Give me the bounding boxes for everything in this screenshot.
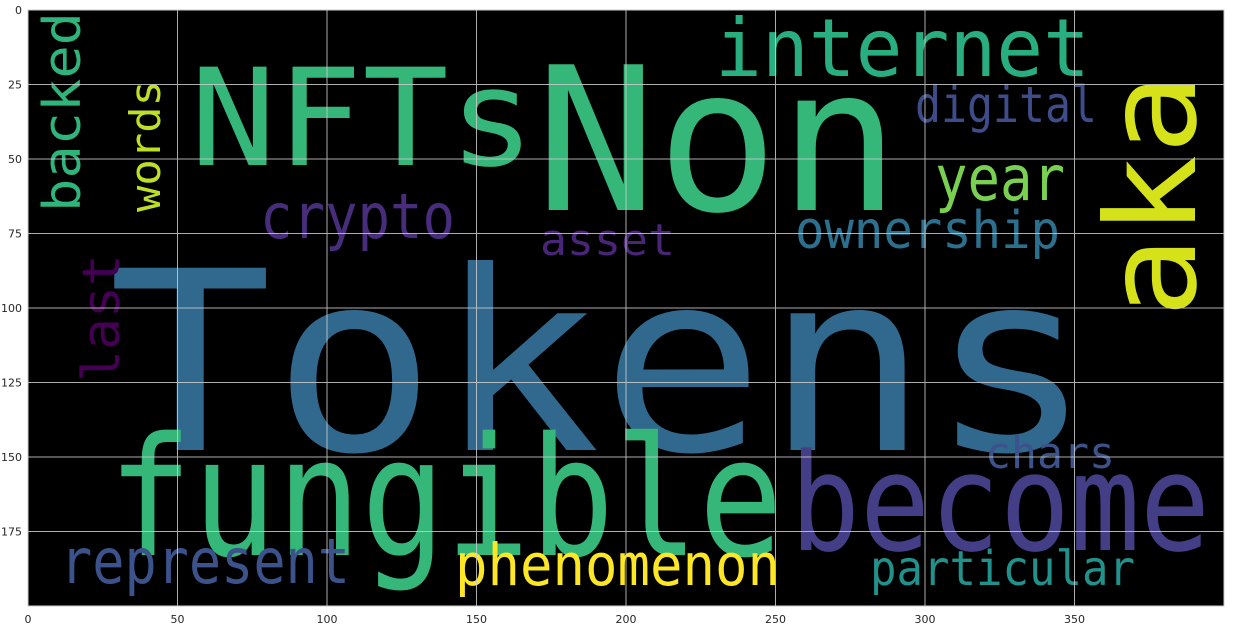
y-tick-label: 125 — [1, 377, 22, 390]
words-layer: Tokens Non NFTs fungible become aka inte… — [33, 2, 1225, 599]
word-digital: digital — [915, 76, 1097, 134]
word-fungible: fungible — [108, 402, 783, 594]
x-tick-label: 150 — [466, 613, 487, 626]
word-last: last — [72, 254, 132, 382]
word-chars: chars — [985, 428, 1115, 479]
y-tick-label: 175 — [1, 526, 22, 539]
word-internet: internet — [715, 2, 1090, 95]
word-represent: represent — [60, 525, 350, 598]
word-year: year — [935, 142, 1065, 215]
x-axis: 0 50 100 150 200 250 300 350 — [25, 613, 1086, 626]
word-words: words — [121, 80, 170, 212]
y-tick-label: 100 — [1, 302, 22, 315]
grid-lines — [28, 10, 1224, 606]
y-tick-label: 50 — [8, 153, 22, 166]
word-particular: particular — [870, 541, 1135, 597]
y-tick-label: 0 — [15, 4, 22, 17]
word-crypto: crypto — [260, 180, 455, 253]
word-tokens: Tokens — [108, 218, 1093, 509]
y-tick-label: 150 — [1, 451, 22, 464]
y-axis: 0 25 50 75 100 125 150 175 — [1, 4, 22, 539]
x-tick-label: 0 — [25, 613, 32, 626]
y-tick-label: 75 — [8, 228, 22, 241]
word-ownership: ownership — [795, 201, 1060, 261]
word-phenomenon: phenomenon — [455, 531, 780, 599]
word-become: become — [790, 425, 1210, 582]
x-tick-label: 250 — [765, 613, 786, 626]
x-tick-label: 350 — [1064, 613, 1085, 626]
x-tick-label: 100 — [317, 613, 338, 626]
word-aka: aka — [1080, 73, 1225, 318]
x-tick-label: 200 — [616, 613, 637, 626]
word-asset: asset — [540, 215, 675, 266]
word-non: Non — [535, 25, 900, 258]
word-backed: backed — [33, 12, 93, 212]
x-tick-label: 50 — [171, 613, 185, 626]
word-nfts: NFTs — [190, 40, 535, 197]
y-tick-label: 25 — [8, 79, 22, 92]
x-tick-label: 300 — [915, 613, 936, 626]
